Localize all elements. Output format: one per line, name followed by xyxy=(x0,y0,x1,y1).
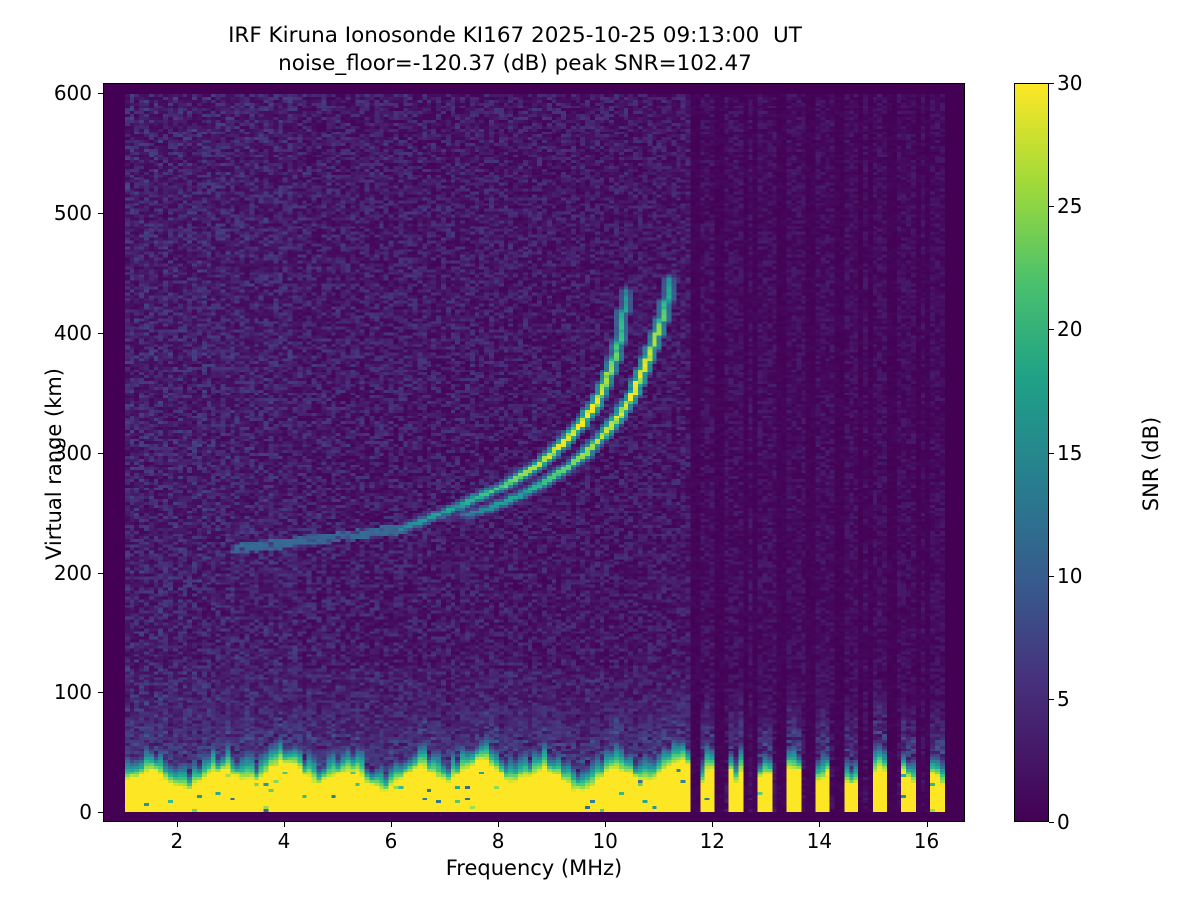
y-tick-label: 0 xyxy=(79,800,92,825)
y-tick-mark xyxy=(98,452,103,454)
x-tick-label: 2 xyxy=(170,829,184,853)
x-tick-mark xyxy=(498,822,500,827)
ionogram-heatmap xyxy=(104,84,964,821)
y-tick-mark xyxy=(98,332,103,334)
y-tick-label: 200 xyxy=(53,560,92,585)
x-tick-label: 8 xyxy=(491,829,505,853)
colorbar-tick-mark xyxy=(1049,83,1054,84)
y-tick-mark xyxy=(98,572,103,574)
y-tick-label: 300 xyxy=(53,440,92,465)
y-axis-label: Virtual range (km) xyxy=(42,367,66,561)
x-tick-mark xyxy=(605,822,607,827)
colorbar-tick-label: 10 xyxy=(1057,563,1083,588)
x-axis-label: Frequency (MHz) xyxy=(445,856,623,880)
ionogram-canvas xyxy=(104,84,964,821)
x-tick-mark xyxy=(819,822,821,827)
x-tick-mark xyxy=(176,822,178,827)
x-tick-mark xyxy=(926,822,928,827)
y-tick-label: 400 xyxy=(53,320,92,345)
colorbar-tick-label: 30 xyxy=(1057,71,1083,95)
x-tick-label: 6 xyxy=(384,829,398,853)
x-tick-label: 16 xyxy=(913,829,940,853)
x-tick-mark xyxy=(712,822,714,827)
colorbar-tick-mark xyxy=(1049,698,1054,700)
colorbar-tick-mark xyxy=(1049,822,1054,823)
x-tick-mark xyxy=(284,822,285,827)
x-tick-label: 10 xyxy=(592,829,618,853)
x-tick-label: 4 xyxy=(277,829,291,853)
y-tick-mark xyxy=(98,692,103,694)
title-line-secondary: noise_floor=-120.37 (dB) peak SNR=102.47 xyxy=(278,51,752,77)
title-line-primary: IRF Kiruna Ionosonde KI167 2025-10-25 09… xyxy=(228,23,802,48)
y-tick-label: 100 xyxy=(53,680,92,705)
y-tick-label: 500 xyxy=(53,200,92,225)
y-tick-mark xyxy=(98,212,103,214)
x-tick-label: 14 xyxy=(806,829,833,853)
x-tick-label: 12 xyxy=(699,829,726,853)
colorbar-tick-mark xyxy=(1049,452,1054,454)
colorbar-tick-label: 0 xyxy=(1057,810,1070,834)
colorbar-tick-label: 20 xyxy=(1057,317,1083,342)
colorbar-tick-mark xyxy=(1049,329,1054,331)
y-tick-mark xyxy=(98,92,103,94)
figure-title: IRF Kiruna Ionosonde KI167 2025-10-25 09… xyxy=(0,22,1030,79)
colorbar-tick-label: 25 xyxy=(1057,194,1083,219)
x-tick-mark xyxy=(391,822,392,827)
colorbar-tick-label: 15 xyxy=(1057,440,1083,465)
y-tick-mark xyxy=(98,812,103,814)
colorbar-tick-label: 5 xyxy=(1057,686,1070,711)
colorbar-tick-mark xyxy=(1049,206,1054,208)
colorbar-tick-mark xyxy=(1049,575,1054,577)
colorbar-gradient xyxy=(1014,83,1049,822)
colorbar-label: SNR (dB) xyxy=(1139,416,1163,512)
ionogram-plot-area xyxy=(103,83,965,822)
y-tick-label: 600 xyxy=(53,80,92,105)
